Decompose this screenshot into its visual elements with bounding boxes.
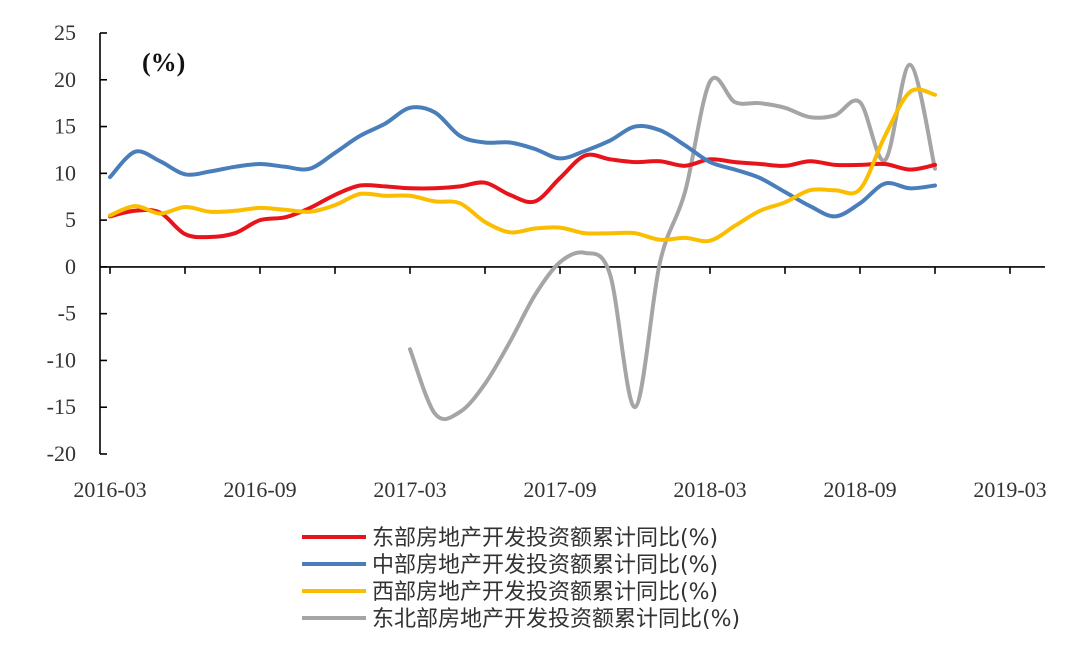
legend-label-1: 中部房地产开发投资额累计同比(%) xyxy=(372,553,718,578)
unit-label: (%) xyxy=(142,48,185,77)
x-tick-label: 2017-03 xyxy=(373,477,446,502)
x-tick-label: 2016-09 xyxy=(223,477,296,502)
series-line-3 xyxy=(408,62,937,422)
y-tick-label: -5 xyxy=(58,301,76,326)
y-tick-label: -10 xyxy=(47,347,76,372)
series-line-2 xyxy=(108,87,937,244)
series-group xyxy=(108,62,937,422)
y-axis: 25 20 15 10 5 0 -5 -10 -15 -20 xyxy=(47,20,107,466)
y-tick-label: 10 xyxy=(54,160,76,185)
series-line-1 xyxy=(108,105,937,219)
y-tick-label: 5 xyxy=(65,207,76,232)
x-ticks: 2016-03 2016-09 2017-03 2017-09 2018-03 2018-… xyxy=(73,266,1047,502)
x-axis: 2016-03 2016-09 2017-03 2017-09 2018-03 2018-… xyxy=(73,266,1047,502)
legend-label-3: 东北部房地产开发投资额累计同比(%) xyxy=(372,607,740,632)
legend: 东部房地产开发投资额累计同比(%)中部房地产开发投资额累计同比(%)西部房地产开… xyxy=(302,526,740,632)
y-tick-label: 20 xyxy=(54,67,76,92)
x-tick-label: 2017-09 xyxy=(523,477,596,502)
y-tick-label: 0 xyxy=(65,254,76,279)
legend-label-0: 东部房地产开发投资额累计同比(%) xyxy=(372,526,718,551)
y-tick-label: -20 xyxy=(47,441,76,466)
x-tick-label: 2019-03 xyxy=(973,477,1046,502)
y-tick-label: -15 xyxy=(47,394,76,419)
x-tick-label: 2016-03 xyxy=(73,477,146,502)
x-tick-label: 2018-09 xyxy=(823,477,896,502)
legend-label-2: 西部房地产开发投资额累计同比(%) xyxy=(372,580,718,605)
series-line-0 xyxy=(108,152,937,240)
y-tick-label: 15 xyxy=(54,114,76,139)
y-ticks: 25 20 15 10 5 0 -5 -10 -15 -20 xyxy=(47,20,107,466)
y-tick-label: 25 xyxy=(54,20,76,45)
x-tick-label: 2018-03 xyxy=(673,477,746,502)
